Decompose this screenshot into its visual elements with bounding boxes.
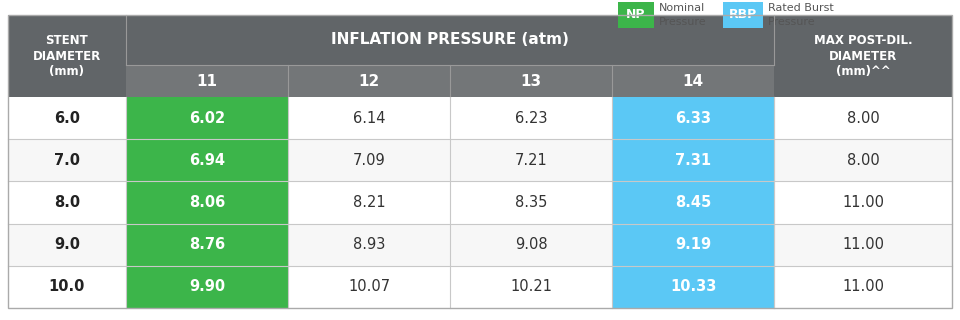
Bar xyxy=(288,65,450,97)
Bar xyxy=(126,15,774,65)
Bar xyxy=(612,65,774,97)
Text: 10.0: 10.0 xyxy=(49,279,85,294)
Text: 7.31: 7.31 xyxy=(675,153,711,168)
Bar xyxy=(126,139,288,181)
Bar xyxy=(723,2,763,28)
Text: 11.00: 11.00 xyxy=(842,279,884,294)
Text: 14: 14 xyxy=(683,74,704,89)
Text: 11: 11 xyxy=(197,74,218,89)
Text: 10.33: 10.33 xyxy=(670,279,716,294)
Text: 11.00: 11.00 xyxy=(842,237,884,252)
Text: 6.02: 6.02 xyxy=(189,111,225,125)
Text: 6.14: 6.14 xyxy=(352,111,385,125)
Text: 12: 12 xyxy=(358,74,379,89)
Text: 7.0: 7.0 xyxy=(54,153,80,168)
Bar xyxy=(126,266,288,308)
Text: 6.23: 6.23 xyxy=(515,111,547,125)
Text: RBP: RBP xyxy=(729,9,757,21)
Text: 7.09: 7.09 xyxy=(352,153,385,168)
Bar xyxy=(774,15,952,97)
Bar xyxy=(8,139,952,181)
Bar xyxy=(612,224,774,266)
Text: 8.93: 8.93 xyxy=(353,237,385,252)
Text: 9.0: 9.0 xyxy=(54,237,80,252)
Bar xyxy=(612,97,774,139)
Bar xyxy=(618,2,654,28)
Text: 8.00: 8.00 xyxy=(847,111,879,125)
Text: 8.0: 8.0 xyxy=(54,195,80,210)
Bar xyxy=(612,266,774,308)
Text: 6.0: 6.0 xyxy=(54,111,80,125)
Bar xyxy=(8,224,952,266)
Text: 10.21: 10.21 xyxy=(510,279,552,294)
Bar xyxy=(612,139,774,181)
Text: 8.21: 8.21 xyxy=(352,195,385,210)
Bar xyxy=(126,224,288,266)
Text: 8.06: 8.06 xyxy=(189,195,226,210)
Text: 6.33: 6.33 xyxy=(675,111,711,125)
Bar xyxy=(612,181,774,224)
Bar xyxy=(126,65,288,97)
Text: 8.35: 8.35 xyxy=(515,195,547,210)
Text: 9.08: 9.08 xyxy=(515,237,547,252)
Text: 6.94: 6.94 xyxy=(189,153,225,168)
Bar xyxy=(126,181,288,224)
Text: 8.00: 8.00 xyxy=(847,153,879,168)
Text: NP: NP xyxy=(626,9,646,21)
Bar xyxy=(450,65,612,97)
Text: MAX POST-DIL.
DIAMETER
(mm)^^: MAX POST-DIL. DIAMETER (mm)^^ xyxy=(814,35,912,77)
Bar xyxy=(8,97,952,139)
Text: 13: 13 xyxy=(520,74,541,89)
Text: 7.21: 7.21 xyxy=(515,153,547,168)
Text: 11.00: 11.00 xyxy=(842,195,884,210)
Bar xyxy=(8,266,952,308)
Text: STENT
DIAMETER
(mm): STENT DIAMETER (mm) xyxy=(33,35,101,77)
Text: 9.90: 9.90 xyxy=(189,279,225,294)
Text: Pressure: Pressure xyxy=(659,17,707,27)
Text: 8.76: 8.76 xyxy=(189,237,225,252)
Text: Pressure: Pressure xyxy=(768,17,816,27)
Text: 10.07: 10.07 xyxy=(348,279,390,294)
Bar xyxy=(126,97,288,139)
Text: 9.19: 9.19 xyxy=(675,237,711,252)
Text: INFLATION PRESSURE (atm): INFLATION PRESSURE (atm) xyxy=(331,33,569,47)
Bar xyxy=(8,15,126,97)
Text: 8.45: 8.45 xyxy=(675,195,711,210)
Text: Nominal: Nominal xyxy=(659,3,706,13)
Bar xyxy=(8,181,952,224)
Text: Rated Burst: Rated Burst xyxy=(768,3,833,13)
